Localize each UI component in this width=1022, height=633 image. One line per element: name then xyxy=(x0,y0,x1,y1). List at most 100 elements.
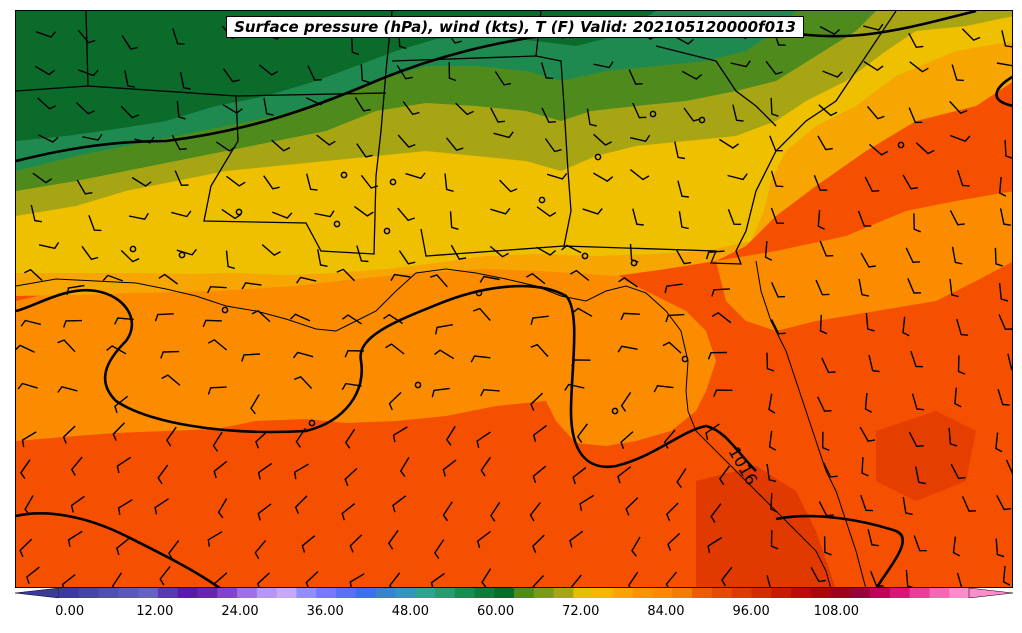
wind-barb xyxy=(544,138,562,153)
colorbar-cell xyxy=(593,588,614,598)
wind-barb xyxy=(405,172,426,180)
colorbar-cell xyxy=(395,588,416,598)
wind-barb xyxy=(161,374,181,386)
wind-barb xyxy=(719,138,740,149)
wind-barb xyxy=(667,532,681,552)
colorbar-cell xyxy=(632,588,653,598)
wind-barb xyxy=(306,173,318,191)
wind-barb xyxy=(344,428,356,449)
wind-barb xyxy=(705,423,720,441)
wind-barb xyxy=(398,250,416,265)
wind-barb xyxy=(865,312,875,332)
wind-barb xyxy=(159,565,171,586)
colorbar-tick-label: 96.00 xyxy=(732,604,770,619)
wind-barb xyxy=(818,104,838,117)
wind-barb xyxy=(389,572,401,587)
wind-barb xyxy=(255,430,269,449)
wind-barb xyxy=(653,385,674,393)
colorbar-cell xyxy=(118,588,139,598)
wind-barb xyxy=(713,389,733,397)
wind-barb xyxy=(770,282,786,298)
wind-barb xyxy=(217,498,228,519)
colorbar-cell xyxy=(870,588,891,598)
wind-barb xyxy=(819,314,828,335)
colorbar-cell xyxy=(177,588,198,598)
wind-barb xyxy=(952,536,961,557)
wind-barb xyxy=(356,245,369,263)
wind-barb xyxy=(957,355,966,375)
wind-barb xyxy=(106,345,127,355)
wind-barb xyxy=(213,572,228,587)
wind-barb xyxy=(908,107,923,124)
colorbar-tick-label: 84.00 xyxy=(647,604,685,619)
wind-barb xyxy=(476,530,491,548)
colorbar-tick-label: 24.00 xyxy=(221,604,259,619)
wind-barb xyxy=(445,425,456,446)
wind-barb xyxy=(353,205,374,217)
wind-barb xyxy=(62,319,83,328)
wind-barb xyxy=(256,572,270,587)
wind-barb xyxy=(999,208,1011,226)
wind-barb xyxy=(905,247,921,264)
wind-barb xyxy=(472,307,491,322)
wind-barb xyxy=(863,61,884,72)
wind-barb xyxy=(770,97,779,117)
colorbar-cell xyxy=(692,588,713,598)
wind-barb xyxy=(221,208,242,220)
wind-barb xyxy=(769,135,783,152)
wind-barb xyxy=(1002,565,1011,586)
wind-barb xyxy=(430,572,445,587)
wind-barb xyxy=(23,268,43,282)
wind-barb xyxy=(76,102,95,115)
wind-barb xyxy=(765,60,783,75)
wind-barb xyxy=(470,355,491,363)
wind-barb xyxy=(392,426,408,443)
colorbar-cell xyxy=(296,588,317,598)
wind-barb xyxy=(961,496,977,512)
wind-barb xyxy=(449,211,459,230)
wind-barb xyxy=(727,209,742,225)
wind-barb xyxy=(768,430,777,451)
wind-barb xyxy=(822,70,843,78)
wind-barb xyxy=(172,28,185,45)
wind-barb xyxy=(532,465,547,484)
wind-barb xyxy=(770,170,784,188)
wind-barb xyxy=(770,493,778,513)
wind-barb xyxy=(902,496,913,516)
wind-barb xyxy=(764,241,773,261)
wind-barb xyxy=(948,427,958,447)
colorbar-cell xyxy=(78,588,100,598)
wind-barb xyxy=(241,282,262,290)
wind-barb xyxy=(532,534,545,553)
colorbar-cell xyxy=(454,588,475,598)
wind-barb xyxy=(88,214,102,232)
wind-barb xyxy=(766,463,777,483)
wind-barb xyxy=(354,97,371,112)
wind-barb xyxy=(721,566,733,587)
wind-barb xyxy=(909,61,929,73)
wind-barb xyxy=(168,540,180,560)
colorbar-tick-label: 60.00 xyxy=(476,604,515,619)
colorbar-cell xyxy=(316,588,337,598)
wind-barb xyxy=(341,314,362,325)
wind-barb xyxy=(766,352,775,372)
wind-barb xyxy=(1005,459,1012,474)
wind-barb xyxy=(131,176,152,187)
wind-barb xyxy=(77,29,96,44)
wind-barb xyxy=(289,313,311,322)
wind-barb xyxy=(435,324,454,335)
wind-barb xyxy=(121,35,138,50)
wind-barb xyxy=(117,499,133,516)
wind-barb xyxy=(998,283,1009,302)
wind-barb xyxy=(569,530,584,548)
wind-barb xyxy=(336,268,355,282)
wind-barb xyxy=(20,319,41,327)
wind-barb xyxy=(341,382,362,391)
wind-barb xyxy=(82,133,103,141)
wind-barb xyxy=(292,351,314,359)
coastline xyxy=(16,260,866,587)
colorbar-cell xyxy=(889,588,911,598)
wind-barb xyxy=(576,423,588,443)
wind-barb xyxy=(995,432,1003,453)
wind-barb xyxy=(707,536,723,554)
